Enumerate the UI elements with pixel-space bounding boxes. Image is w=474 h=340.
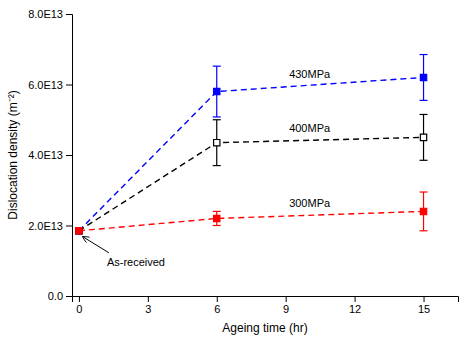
y-axis: 0.0 2.0E13 4.0E13 6.0E13 8.0E13 bbox=[28, 8, 72, 302]
marker bbox=[420, 208, 426, 214]
series-line bbox=[79, 137, 424, 230]
x-tick-mark bbox=[355, 296, 356, 302]
series-line bbox=[79, 77, 424, 230]
x-tick: 0 bbox=[76, 296, 82, 315]
y-axis-line bbox=[66, 15, 73, 297]
marker bbox=[214, 215, 220, 221]
series-label: 300MPa bbox=[289, 197, 331, 209]
error-bar-cap bbox=[420, 230, 428, 231]
x-tick-mark bbox=[148, 296, 149, 302]
x-tick-label: 15 bbox=[418, 303, 430, 315]
error-bar-cap bbox=[213, 211, 221, 212]
y-tick: 0.0 bbox=[48, 290, 72, 302]
annotation-arrow bbox=[83, 237, 109, 253]
series bbox=[76, 114, 428, 233]
error-bar-cap bbox=[213, 165, 221, 166]
x-tick-label: 12 bbox=[349, 303, 361, 315]
y-axis-title: Dislocation density (m⁻²) bbox=[6, 90, 20, 219]
series bbox=[76, 192, 428, 234]
x-axis-title: Ageing time (hr) bbox=[222, 321, 307, 335]
x-tick: 12 bbox=[349, 296, 361, 315]
x-tick: 9 bbox=[283, 296, 289, 315]
marker bbox=[76, 228, 82, 234]
marker bbox=[76, 228, 82, 234]
error-bar-cap bbox=[420, 54, 428, 55]
x-tick-label: 9 bbox=[283, 303, 289, 315]
y-tick-label: 6.0E13 bbox=[28, 79, 63, 91]
y-tick: 2.0E13 bbox=[28, 220, 72, 232]
x-tick-mark bbox=[79, 296, 80, 302]
marker bbox=[420, 74, 426, 80]
marker bbox=[214, 140, 220, 146]
error-bar bbox=[420, 114, 428, 160]
marker bbox=[214, 88, 220, 94]
error-bar-cap bbox=[213, 116, 221, 117]
series-label: 400MPa bbox=[289, 122, 331, 134]
y-tick-label: 4.0E13 bbox=[28, 149, 63, 161]
y-tick-mark bbox=[66, 226, 72, 227]
x-tick-mark bbox=[286, 296, 287, 302]
error-bar bbox=[213, 66, 221, 117]
y-tick-mark bbox=[66, 14, 72, 15]
x-tick-mark bbox=[424, 296, 425, 302]
y-tick-label: 2.0E13 bbox=[28, 220, 63, 232]
chart: 0 3 6 9 12 15 0.0 2.0E13 4.0E13 6.0E13 8.0E13 430MP… bbox=[0, 0, 474, 340]
error-bar-cap bbox=[420, 114, 428, 115]
marks bbox=[76, 55, 428, 234]
y-tick: 8.0E13 bbox=[28, 8, 72, 20]
error-bar bbox=[213, 120, 221, 166]
marker bbox=[420, 134, 426, 140]
x-tick: 3 bbox=[145, 296, 151, 315]
series bbox=[76, 55, 428, 234]
y-tick: 4.0E13 bbox=[28, 149, 72, 161]
series-label: 430MPa bbox=[289, 68, 331, 80]
y-tick-mark bbox=[66, 296, 72, 297]
error-bar bbox=[420, 55, 428, 101]
y-tick-mark bbox=[66, 155, 72, 156]
x-tick-label: 3 bbox=[145, 303, 151, 315]
y-tick-label: 0.0 bbox=[48, 290, 63, 302]
error-bar-cap bbox=[213, 119, 221, 120]
plot: 0 3 6 9 12 15 0.0 2.0E13 4.0E13 6.0E13 8.0E13 430MP… bbox=[28, 8, 458, 315]
x-tick-mark bbox=[217, 296, 218, 302]
x-tick-label: 6 bbox=[214, 303, 220, 315]
y-tick-label: 8.0E13 bbox=[28, 8, 63, 20]
error-bar-cap bbox=[420, 160, 428, 161]
x-axis-line bbox=[73, 297, 459, 303]
y-tick: 6.0E13 bbox=[28, 79, 72, 91]
y-tick-mark bbox=[66, 85, 72, 86]
error-bar-cap bbox=[213, 225, 221, 226]
x-tick: 6 bbox=[214, 296, 220, 315]
error-bar-cap bbox=[213, 66, 221, 67]
marker bbox=[76, 228, 82, 234]
error-bar bbox=[213, 211, 221, 225]
x-axis: 0 3 6 9 12 15 bbox=[73, 296, 459, 315]
error-bar-cap bbox=[420, 191, 428, 192]
annotations: As-received bbox=[83, 237, 165, 268]
error-bar-cap bbox=[420, 100, 428, 101]
error-bar bbox=[420, 192, 428, 231]
x-tick: 15 bbox=[418, 296, 430, 315]
series-labels: 430MPa 400MPa 300MPa bbox=[289, 68, 331, 209]
x-tick-label: 0 bbox=[76, 303, 82, 315]
annotation: As-received bbox=[107, 256, 165, 268]
series-line bbox=[79, 211, 424, 230]
